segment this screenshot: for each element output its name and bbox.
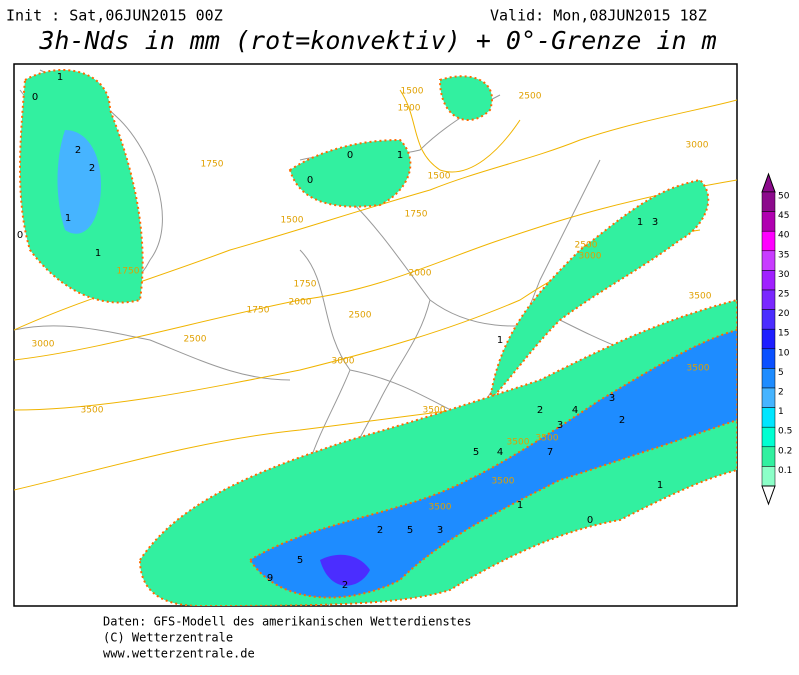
- precip-value: 2: [377, 525, 383, 536]
- precip-value: 4: [497, 447, 503, 458]
- colorbar-label: 40: [778, 231, 790, 241]
- colorbar-label: 25: [778, 290, 789, 300]
- colorbar-band: [761, 309, 776, 330]
- contour-label: 2500: [575, 241, 598, 251]
- contour-label: 2000: [289, 298, 312, 308]
- contour-label: 3500: [429, 503, 452, 513]
- footer-url: www.wetterzentrale.de: [103, 647, 255, 661]
- colorbar-band: [761, 407, 776, 428]
- colorbar-band: [761, 426, 776, 448]
- colorbar-band: [761, 230, 776, 252]
- map-frame: [13, 63, 738, 607]
- colorbar-bottom: [761, 485, 776, 506]
- contour-label: 3500: [423, 406, 446, 416]
- precip-value: 5: [473, 447, 479, 458]
- colorbar-label: 10: [778, 348, 790, 358]
- precip-value: 2: [619, 415, 625, 426]
- precip-areas: [19, 69, 737, 606]
- colorbar-label: 20: [778, 309, 790, 319]
- colorbar-label: 1: [778, 407, 784, 417]
- precip-value: 1: [657, 480, 663, 491]
- colorbar-top: [761, 172, 776, 193]
- footer-source: Daten: GFS-Modell des amerikanischen Wet…: [103, 615, 471, 629]
- precip-value: 3: [557, 420, 563, 431]
- contour-label: 3500: [507, 438, 530, 448]
- contour-label: 1750: [405, 210, 428, 220]
- precip-value: 4: [572, 405, 578, 416]
- precip-value: 2: [75, 145, 81, 156]
- colorbar-label: 30: [778, 270, 790, 280]
- contour-label: 3500: [492, 477, 515, 487]
- footer-copyright: (C) Wetterzentrale: [103, 631, 233, 645]
- precip-value: 5: [407, 525, 413, 536]
- precip-value: 0: [587, 515, 593, 526]
- colorbar-band: [761, 387, 776, 408]
- precip-value: 1: [497, 335, 503, 346]
- colorbar-band: [761, 466, 776, 487]
- precip-value: 0: [307, 175, 313, 186]
- contour-label: 2500: [184, 335, 207, 345]
- precip-value: 1: [517, 500, 523, 511]
- contour-label: 1500: [398, 104, 421, 114]
- colorbar-label: 35: [778, 250, 789, 260]
- precip-value: 1: [95, 248, 101, 259]
- colorbar-label: 0.5: [778, 427, 792, 437]
- colorbar-band: [761, 211, 776, 232]
- contour-label: 3500: [687, 364, 710, 374]
- precip-value: 9: [267, 573, 273, 584]
- colorbar-label: 50: [778, 192, 790, 202]
- contour-label: 3000: [332, 357, 355, 367]
- init-time: Init : Sat,06JUN2015 00Z: [6, 7, 223, 25]
- precip-value: 3: [609, 393, 615, 404]
- contour-label: 1500: [281, 216, 304, 226]
- colorbar-label: 2: [778, 388, 784, 398]
- precip-value: 2: [342, 580, 348, 591]
- contour-label: 1500: [401, 87, 424, 97]
- precip-value: 3: [652, 217, 658, 228]
- contour-label: 1750: [294, 280, 317, 290]
- precip-value: 1: [637, 217, 643, 228]
- contour-label: 2000: [409, 269, 432, 279]
- colorbar-band: [761, 328, 776, 350]
- precip-value: 1: [65, 213, 71, 224]
- precip-value: 1: [57, 72, 63, 83]
- contour-label: 2500: [519, 92, 542, 102]
- valid-time: Valid: Mon,08JUN2015 18Z: [490, 7, 707, 25]
- colorbar-band: [761, 270, 776, 291]
- contour-label: 1750: [117, 267, 140, 277]
- colorbar-band: [761, 368, 776, 389]
- precip-value: 0: [32, 92, 38, 103]
- colorbar-band: [761, 348, 776, 369]
- map-title: 3h-Nds in mm (rot=konvektiv) + 0°-Grenze…: [38, 26, 716, 55]
- precip-value: 5: [297, 555, 303, 566]
- colorbar-label: 15: [778, 329, 789, 339]
- precip-value: 0: [347, 150, 353, 161]
- contour-label: 3000: [32, 340, 55, 350]
- precip-value: 7: [547, 447, 553, 458]
- precip-value: 2: [537, 405, 543, 416]
- contour-label: 3500: [689, 292, 712, 302]
- contour-label: 3000: [686, 141, 709, 151]
- colorbar-band: [761, 191, 776, 212]
- colorbar-label: 5: [778, 368, 784, 378]
- colorbar-label: 45: [778, 211, 789, 221]
- contour-label: 3500: [536, 434, 559, 444]
- precip-value: 2: [89, 163, 95, 174]
- colorbar-band: [761, 289, 776, 310]
- colorbar-band: [761, 250, 776, 271]
- precip-value: 3: [437, 525, 443, 536]
- precip-value: 1: [397, 150, 403, 161]
- precip-value: 0: [17, 230, 23, 241]
- colorbar-label: 0.1: [778, 466, 792, 476]
- contour-label: 1500: [428, 172, 451, 182]
- contour-label: 1750: [247, 306, 270, 316]
- colorbar-band: [761, 446, 776, 467]
- colorbar-label: 0.2: [778, 446, 792, 456]
- contour-label: 1750: [201, 160, 224, 170]
- contour-label: 2500: [349, 311, 372, 321]
- contour-label: 3000: [579, 252, 602, 262]
- contour-label: 3500: [81, 406, 104, 416]
